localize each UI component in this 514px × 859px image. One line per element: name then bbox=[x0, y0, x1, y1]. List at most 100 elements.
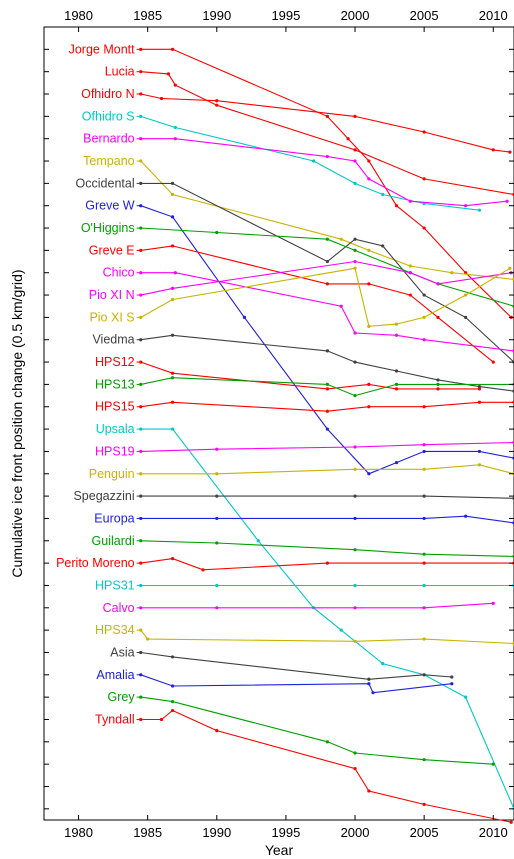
data-point bbox=[464, 695, 468, 699]
data-point bbox=[325, 114, 329, 118]
x-axis-title: Year bbox=[265, 842, 294, 858]
data-point bbox=[353, 181, 357, 185]
data-point bbox=[394, 382, 399, 387]
data-point bbox=[477, 449, 482, 454]
data-point bbox=[353, 237, 357, 241]
series-label: Upsala bbox=[96, 422, 135, 436]
series-line bbox=[140, 495, 514, 499]
data-point bbox=[422, 293, 426, 297]
data-point bbox=[170, 333, 175, 337]
data-point bbox=[450, 675, 454, 679]
data-point bbox=[422, 443, 426, 447]
data-point bbox=[422, 583, 426, 588]
data-point bbox=[450, 271, 454, 275]
data-point bbox=[170, 427, 175, 431]
x-tick-label-top: 1980 bbox=[64, 8, 93, 23]
data-point bbox=[464, 315, 468, 319]
data-point bbox=[367, 382, 371, 387]
data-point bbox=[422, 338, 426, 342]
series-line bbox=[140, 441, 514, 452]
series-label: HPS31 bbox=[95, 578, 135, 592]
data-point bbox=[170, 286, 175, 290]
data-point bbox=[394, 460, 399, 465]
data-point bbox=[215, 541, 219, 545]
series-label: Bernardo bbox=[83, 132, 134, 146]
data-point bbox=[436, 378, 440, 382]
data-point bbox=[422, 758, 426, 762]
data-point bbox=[215, 729, 219, 733]
data-point bbox=[367, 324, 371, 328]
data-point bbox=[491, 762, 495, 766]
data-point bbox=[353, 751, 357, 755]
data-point bbox=[464, 293, 468, 297]
series-line bbox=[140, 464, 514, 475]
data-point bbox=[325, 740, 329, 744]
series-label: Penguin bbox=[89, 467, 135, 481]
series-line bbox=[140, 93, 510, 153]
data-point bbox=[170, 655, 175, 659]
data-point bbox=[464, 271, 468, 275]
series-line bbox=[140, 540, 514, 557]
series-label: Jorge Montt bbox=[69, 42, 136, 56]
x-tick-label-bottom: 1980 bbox=[64, 825, 93, 840]
data-point bbox=[367, 405, 371, 409]
data-point bbox=[422, 315, 426, 319]
data-point bbox=[450, 682, 454, 686]
plot-frame bbox=[43, 26, 514, 821]
series-label: Guilardi bbox=[92, 534, 135, 548]
series-line bbox=[140, 428, 514, 810]
data-point bbox=[146, 637, 150, 641]
data-point bbox=[353, 360, 357, 364]
data-point bbox=[170, 376, 175, 380]
series-line bbox=[140, 205, 514, 475]
series-label: Lucia bbox=[105, 65, 135, 79]
data-point bbox=[170, 181, 175, 185]
data-point bbox=[367, 789, 371, 793]
data-point bbox=[170, 215, 175, 219]
series-label: Spegazzini bbox=[73, 489, 134, 503]
series-label: Pio XI N bbox=[89, 288, 135, 302]
series-label: Greve W bbox=[85, 199, 135, 213]
data-point bbox=[215, 494, 219, 498]
data-point bbox=[170, 700, 175, 704]
data-point bbox=[215, 583, 219, 588]
data-point bbox=[170, 244, 175, 248]
x-tick-label-top: 2005 bbox=[410, 8, 439, 23]
data-point bbox=[394, 387, 399, 391]
series-line bbox=[140, 651, 452, 680]
data-point bbox=[325, 282, 329, 286]
series-line bbox=[140, 602, 494, 609]
data-point bbox=[170, 47, 175, 51]
x-tick-label-top: 1990 bbox=[202, 8, 231, 23]
data-point bbox=[325, 259, 329, 264]
data-point bbox=[422, 449, 426, 454]
series-line bbox=[140, 115, 480, 211]
data-point bbox=[422, 606, 426, 610]
data-point bbox=[353, 259, 357, 264]
series-label: HPS19 bbox=[95, 444, 135, 458]
data-point bbox=[325, 382, 329, 387]
data-point bbox=[325, 349, 329, 353]
series-label: Amalia bbox=[96, 668, 134, 682]
data-point bbox=[477, 400, 482, 404]
series-line bbox=[140, 260, 512, 296]
data-point bbox=[159, 717, 164, 722]
data-point bbox=[491, 148, 495, 152]
series-label: HPS12 bbox=[95, 355, 135, 369]
data-point bbox=[408, 199, 412, 203]
data-point bbox=[173, 83, 177, 87]
data-point bbox=[170, 192, 175, 197]
series-label: Chico bbox=[103, 266, 135, 280]
data-point bbox=[367, 282, 371, 286]
series-line bbox=[140, 138, 508, 207]
series-label: Europa bbox=[94, 511, 134, 525]
data-point bbox=[339, 304, 343, 308]
data-point bbox=[408, 271, 412, 275]
data-point bbox=[464, 514, 468, 518]
series-line bbox=[140, 709, 512, 823]
data-point bbox=[477, 208, 482, 212]
data-point bbox=[215, 99, 219, 103]
data-point bbox=[325, 409, 329, 413]
x-tick-label-bottom: 2000 bbox=[341, 825, 370, 840]
